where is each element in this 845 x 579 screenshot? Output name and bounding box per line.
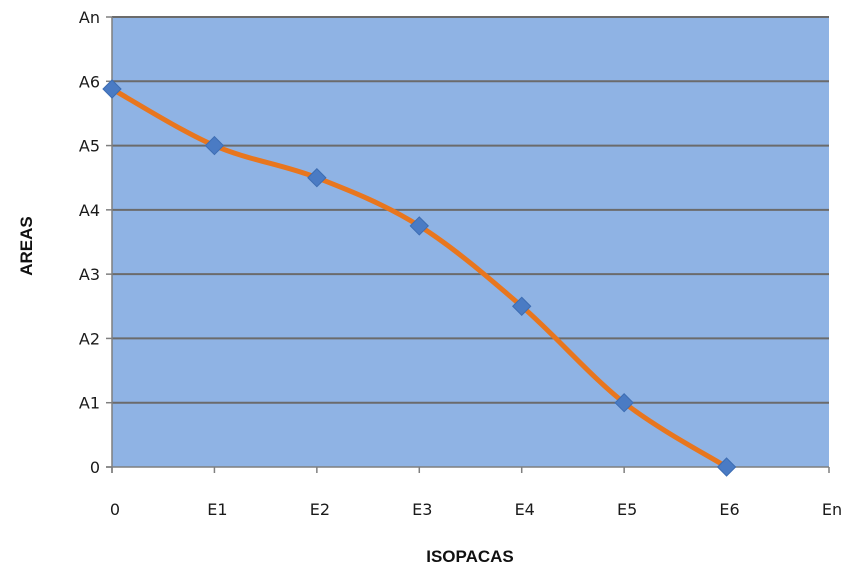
data-point-marker <box>716 457 737 477</box>
series-layer <box>102 79 737 477</box>
y-tick-label: 0 <box>90 458 100 477</box>
x-tick-label: E2 <box>310 500 330 519</box>
x-tick-label: 0 <box>110 500 120 519</box>
x-tick-labels: 0 E1 E2 E3 E4 E5 E6 En <box>110 500 842 519</box>
data-point-marker <box>409 216 429 236</box>
x-axis-title: ISOPACAS <box>426 547 514 566</box>
data-point-marker <box>204 135 225 156</box>
data-point-marker <box>512 296 532 316</box>
x-tick-label: E3 <box>412 500 432 519</box>
y-tick-label: An <box>79 8 100 27</box>
x-tick-label: E5 <box>617 500 637 519</box>
y-tick-labels: 0 A1 A2 A3 A4 A5 A6 An <box>79 8 100 477</box>
data-point-marker <box>102 79 122 99</box>
y-tick-label: A1 <box>79 394 100 413</box>
x-tick-label: E1 <box>207 500 227 519</box>
y-axis-title: AREAS <box>17 216 36 276</box>
data-point-marker <box>307 168 327 188</box>
y-tick-label: A2 <box>79 329 100 348</box>
plot-area <box>112 17 829 467</box>
x-tick-label: E4 <box>515 500 535 519</box>
y-tick-label: A3 <box>79 265 100 284</box>
data-point-marker <box>614 393 634 413</box>
y-tick-label: A6 <box>79 72 100 91</box>
gridlines <box>112 16 829 404</box>
x-tick-label: En <box>822 500 842 519</box>
y-tick-label: A5 <box>79 137 100 156</box>
x-tick-label: E6 <box>719 500 739 519</box>
y-tick-label: A4 <box>79 201 100 220</box>
axes <box>106 16 830 473</box>
